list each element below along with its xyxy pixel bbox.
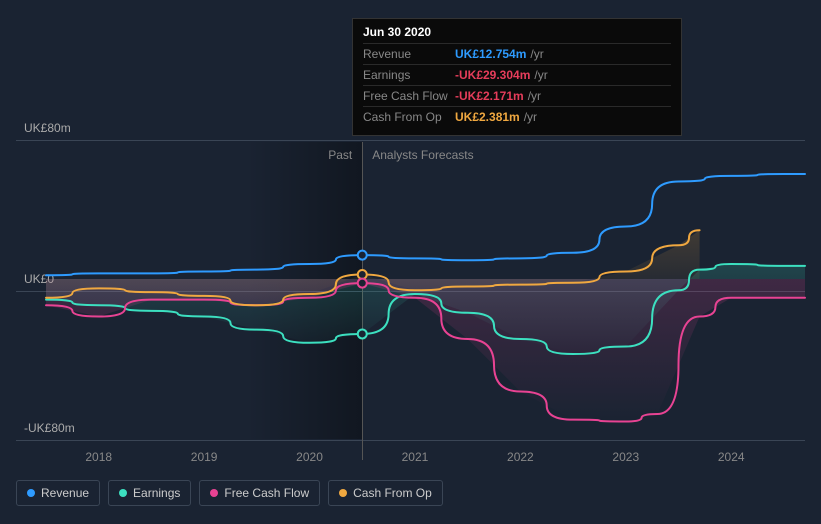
tooltip-metric-unit: /yr xyxy=(534,68,547,82)
marker-free-cash-flow xyxy=(358,279,367,288)
tooltip-row: Cash From OpUK£2.381m/yr xyxy=(363,106,671,127)
legend-dot-icon xyxy=(210,489,218,497)
x-axis-label: 2024 xyxy=(718,450,745,464)
tooltip-metric-unit: /yr xyxy=(530,47,543,61)
legend-dot-icon xyxy=(339,489,347,497)
legend-dot-icon xyxy=(27,489,35,497)
x-axis-label: 2021 xyxy=(402,450,429,464)
legend-label: Revenue xyxy=(41,486,89,500)
tooltip-metric-label: Earnings xyxy=(363,68,455,82)
x-axis-label: 2018 xyxy=(85,450,112,464)
legend-item-free-cash-flow[interactable]: Free Cash Flow xyxy=(199,480,320,506)
tooltip-metric-unit: /yr xyxy=(524,110,537,124)
tooltip-metric-value: UK£12.754m xyxy=(455,47,526,61)
tooltip-row: Earnings-UK£29.304m/yr xyxy=(363,64,671,85)
legend-item-earnings[interactable]: Earnings xyxy=(108,480,191,506)
legend-label: Earnings xyxy=(133,486,180,500)
tooltip-metric-label: Cash From Op xyxy=(363,110,455,124)
chart-legend: Revenue Earnings Free Cash Flow Cash From O… xyxy=(16,480,443,506)
x-axis-label: 2023 xyxy=(612,450,639,464)
legend-item-revenue[interactable]: Revenue xyxy=(16,480,100,506)
chart-tooltip: Jun 30 2020 RevenueUK£12.754m/yrEarnings… xyxy=(352,18,682,136)
legend-label: Free Cash Flow xyxy=(224,486,309,500)
tooltip-metric-unit: /yr xyxy=(528,89,541,103)
marker-earnings xyxy=(358,329,367,338)
x-axis-label: 2022 xyxy=(507,450,534,464)
x-axis-label: 2020 xyxy=(296,450,323,464)
legend-item-cash-from-op[interactable]: Cash From Op xyxy=(328,480,443,506)
x-axis-label: 2019 xyxy=(191,450,218,464)
marker-revenue xyxy=(358,251,367,260)
tooltip-row: Free Cash Flow-UK£2.171m/yr xyxy=(363,85,671,106)
legend-label: Cash From Op xyxy=(353,486,432,500)
tooltip-metric-value: UK£2.381m xyxy=(455,110,520,124)
legend-dot-icon xyxy=(119,489,127,497)
tooltip-metric-label: Free Cash Flow xyxy=(363,89,455,103)
tooltip-metric-value: -UK£29.304m xyxy=(455,68,530,82)
financials-chart: UK£80mUK£0-UK£80m Past Analysts Forecast… xyxy=(0,0,821,524)
tooltip-date: Jun 30 2020 xyxy=(363,25,671,43)
tooltip-row: RevenueUK£12.754m/yr xyxy=(363,43,671,64)
tooltip-metric-value: -UK£2.171m xyxy=(455,89,524,103)
tooltip-metric-label: Revenue xyxy=(363,47,455,61)
